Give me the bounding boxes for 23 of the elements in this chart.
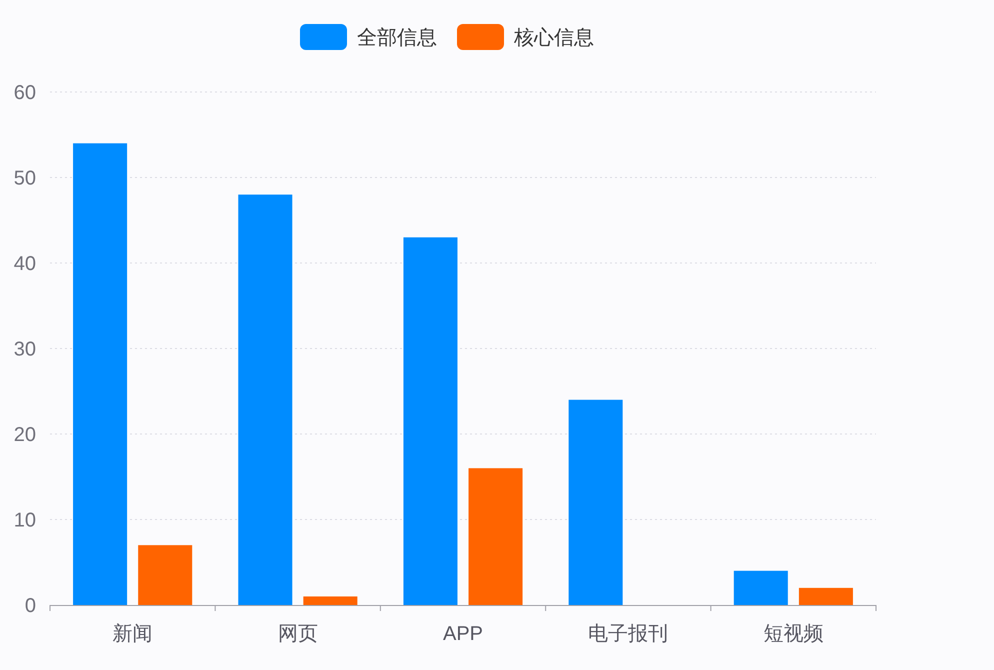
y-tick-label: 10 bbox=[14, 510, 36, 532]
x-tick-label: 网页 bbox=[278, 623, 318, 645]
x-tick-label: 短视频 bbox=[763, 623, 824, 645]
legend-label: 全部信息 bbox=[357, 27, 437, 49]
y-tick-label: 50 bbox=[14, 168, 36, 190]
bar bbox=[138, 545, 192, 605]
legend-label: 核心信息 bbox=[513, 27, 594, 49]
y-tick-label: 0 bbox=[24, 595, 36, 617]
bar bbox=[468, 468, 523, 605]
bar bbox=[568, 400, 623, 605]
bar bbox=[238, 194, 292, 605]
y-tick-label: 20 bbox=[14, 424, 36, 446]
bar bbox=[73, 143, 128, 605]
y-tick-label: 40 bbox=[14, 253, 36, 275]
x-tick-label: 新闻 bbox=[112, 623, 153, 645]
bar bbox=[403, 237, 458, 605]
bar bbox=[734, 570, 788, 605]
bar bbox=[798, 588, 853, 605]
y-tick-label: 30 bbox=[14, 338, 36, 360]
x-tick-label: APP bbox=[442, 623, 484, 645]
bar bbox=[303, 596, 358, 605]
y-tick-label: 60 bbox=[14, 82, 36, 104]
x-tick-label: 电子报刊 bbox=[588, 623, 668, 645]
